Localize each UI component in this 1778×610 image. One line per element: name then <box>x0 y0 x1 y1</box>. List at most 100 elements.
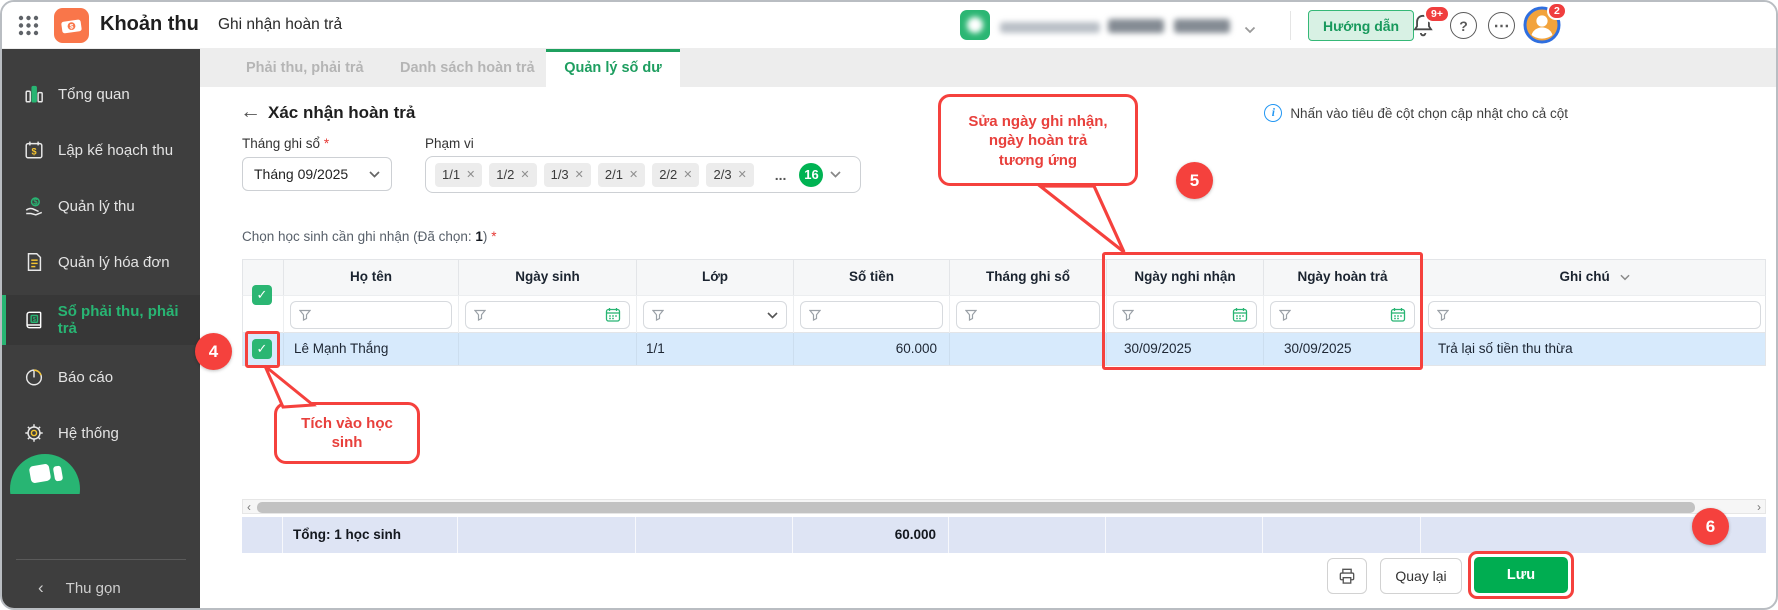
sidebar-item-quan-ly-thu[interactable]: $ Quản lý thu <box>2 182 200 230</box>
blurred-text <box>1174 19 1230 33</box>
column-header-lop[interactable]: Lớp <box>636 260 793 295</box>
summary-amount: 60.000 <box>792 517 948 553</box>
annotation-step-5: 5 <box>1176 162 1213 199</box>
remove-chip-icon: ✕ <box>574 169 584 181</box>
filter-thang-ghi-so[interactable] <box>956 301 1100 329</box>
funnel-icon <box>965 309 977 321</box>
collapse-sidebar-button[interactable]: ‹ Thu gọn <box>2 578 200 598</box>
table-filter-row <box>242 295 1766 334</box>
funnel-icon <box>1437 309 1449 321</box>
filter-ngay-hoan-tra[interactable] <box>1270 301 1415 329</box>
cell-ghi-chu[interactable]: Trả lại số tiền thu thừa <box>1421 333 1767 365</box>
scroll-right-icon[interactable]: › <box>1757 500 1761 514</box>
back-arrow-icon[interactable]: ← <box>240 100 261 123</box>
sidebar-item-he-thong[interactable]: Hệ thống <box>2 409 200 457</box>
back-button[interactable]: Quay lại <box>1380 558 1462 594</box>
help-icon[interactable]: ? <box>1450 12 1477 39</box>
sidebar-item-label: Tổng quan <box>58 85 130 103</box>
scope-multiselect[interactable]: 1/1 ✕ 1/2 ✕ 1/3 ✕ 2/1 ✕ 2/2 ✕ 2/3 ✕ ... 16 <box>425 156 861 193</box>
scope-chip[interactable]: 1/2 ✕ <box>489 162 537 187</box>
calendar-icon[interactable] <box>1390 307 1406 323</box>
filter-ngay-nghi-nhan[interactable] <box>1113 301 1257 329</box>
cell-ngay-sinh <box>458 333 636 365</box>
school-chevron-down-icon[interactable] <box>1244 21 1256 39</box>
sidebar-item-label: Lập kế hoạch thu <box>58 141 174 159</box>
sidebar-item-tong-quan[interactable]: Tổng quan <box>2 70 200 118</box>
column-header-ngay-hoan-tra[interactable]: Ngày hoàn trả <box>1263 260 1421 295</box>
cell-ngay-nghi-nhan[interactable]: 30/09/2025 <box>1106 333 1263 365</box>
sidebar-item-bao-cao[interactable]: Báo cáo <box>2 353 200 401</box>
pie-chart-icon <box>25 369 43 386</box>
svg-text:$: $ <box>31 147 36 157</box>
cell-so-tien: 60.000 <box>793 333 949 365</box>
column-hint-text: Nhấn vào tiêu đề cột chọn cập nhật cho c… <box>1290 105 1568 121</box>
hand-money-icon: $ <box>25 197 43 216</box>
scope-label: Phạm vi <box>425 136 474 151</box>
scrollbar-thumb[interactable] <box>257 502 1695 513</box>
funnel-icon <box>1122 309 1134 321</box>
scope-chip[interactable]: 2/3 ✕ <box>706 162 754 187</box>
calendar-icon[interactable] <box>1232 307 1248 323</box>
annotation-callout-checkbox: Tích vào học sinh <box>274 402 420 464</box>
ledger-icon: $ <box>26 311 42 329</box>
notification-bell-icon[interactable]: 9+ <box>1410 5 1450 44</box>
scope-chip[interactable]: 1/1 ✕ <box>435 162 483 187</box>
print-button[interactable] <box>1327 558 1367 594</box>
filter-ghi-chu[interactable] <box>1428 301 1761 329</box>
sidebar-divider <box>16 559 186 560</box>
funnel-icon <box>652 309 664 321</box>
annotation-pointer-checkbox <box>263 364 317 409</box>
table-summary-row: Tổng: 1 học sinh 60.000 <box>242 517 1766 553</box>
header-divider <box>1290 11 1291 40</box>
sidebar-item-label: Sổ phải thu, phải trả <box>57 303 179 337</box>
chevron-down-icon <box>767 311 778 319</box>
remove-chip-icon: ✕ <box>737 169 747 181</box>
cell-thang-ghi-so <box>949 333 1106 365</box>
required-mark: * <box>491 229 497 244</box>
column-header-ngay-sinh[interactable]: Ngày sinh <box>458 260 636 295</box>
row-checkbox[interactable]: ✓ <box>252 339 272 359</box>
filter-ngay-sinh[interactable] <box>465 301 630 329</box>
scope-chip[interactable]: 1/3 ✕ <box>543 162 591 187</box>
scope-chip[interactable]: 2/2 ✕ <box>652 162 700 187</box>
save-button[interactable]: Lưu <box>1474 557 1568 593</box>
horizontal-scrollbar[interactable]: ‹ › <box>242 499 1766 514</box>
month-select[interactable]: Tháng 09/2025 <box>242 157 392 191</box>
cell-ngay-hoan-tra[interactable]: 30/09/2025 <box>1263 333 1421 365</box>
month-label: Tháng ghi sổ * <box>242 136 330 151</box>
guide-button[interactable]: Hướng dẫn <box>1308 10 1415 41</box>
filter-so-tien[interactable] <box>800 301 943 329</box>
remove-chip-icon: ✕ <box>466 169 476 181</box>
sidebar-item-quan-ly-hoa-don[interactable]: Quản lý hóa đơn <box>2 238 200 286</box>
cell-lop: 1/1 <box>636 333 793 365</box>
top-header: $ Khoản thu Ghi nhận hoàn trả Hướng dẫn … <box>2 2 1776 49</box>
filter-lop[interactable] <box>643 301 787 329</box>
sidebar-item-lap-ke-hoach-thu[interactable]: $ Lập kế hoạch thu <box>2 126 200 174</box>
info-icon: i <box>1264 104 1283 122</box>
column-header-ho-ten[interactable]: Họ tên <box>283 260 458 295</box>
select-students-label: Chọn học sinh cần ghi nhận (Đã chọn: 1) … <box>242 229 497 244</box>
column-header-so-tien[interactable]: Số tiền <box>793 260 949 295</box>
user-avatar[interactable]: 2 <box>1523 2 1567 49</box>
column-header-thang-ghi-so[interactable]: Tháng ghi sổ <box>949 260 1106 295</box>
column-hint: i Nhấn vào tiêu đề cột chọn cập nhật cho… <box>1264 104 1568 122</box>
sidebar-item-label: Quản lý hóa đơn <box>58 253 170 271</box>
remove-chip-icon: ✕ <box>683 169 693 181</box>
app-launcher-grid-icon[interactable] <box>18 15 39 41</box>
tab-danh-sach-hoan-tra[interactable]: Danh sách hoàn trả <box>400 60 535 76</box>
scroll-left-icon[interactable]: ‹ <box>247 500 251 514</box>
more-options-icon[interactable]: ⋯ <box>1488 12 1515 39</box>
tab-quan-ly-so-du[interactable]: Quản lý số dư <box>546 49 680 87</box>
sidebar-item-so-phai-thu-phai-tra[interactable]: $ Sổ phải thu, phải trả <box>2 295 200 345</box>
filter-ho-ten[interactable] <box>290 301 452 329</box>
remove-chip-icon: ✕ <box>628 169 639 181</box>
tab-phai-thu-phai-tra[interactable]: Phải thu, phải trả <box>246 60 364 76</box>
select-all-checkbox[interactable]: ✓ <box>252 285 272 305</box>
column-header-ghi-chu[interactable]: Ghi chú <box>1421 260 1767 295</box>
calendar-icon[interactable] <box>605 307 621 323</box>
table-row[interactable]: Lê Mạnh Thắng 1/1 60.000 30/09/2025 30/0… <box>242 333 1766 366</box>
column-header-ngay-nghi-nhan[interactable]: Ngày nghi nhận <box>1106 260 1263 295</box>
scope-chip[interactable]: 2/1 ✕ <box>597 162 646 187</box>
avatar-badge: 2 <box>1547 2 1567 20</box>
printer-icon <box>1339 568 1355 584</box>
